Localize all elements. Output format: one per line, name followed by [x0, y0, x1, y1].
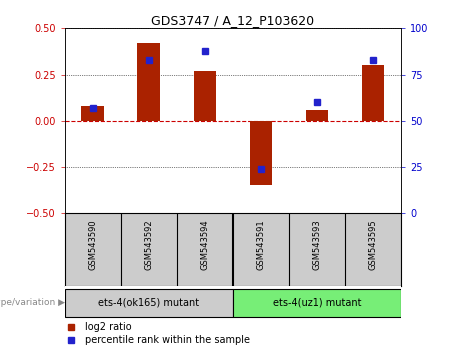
Title: GDS3747 / A_12_P103620: GDS3747 / A_12_P103620 [151, 14, 314, 27]
Text: log2 ratio: log2 ratio [85, 322, 131, 332]
Text: GSM543592: GSM543592 [144, 219, 153, 270]
Bar [362, 65, 384, 121]
Bar [233, 289, 401, 317]
Bar [82, 106, 104, 121]
Text: ets-4(uz1) mutant: ets-4(uz1) mutant [273, 297, 361, 308]
Bar [250, 121, 272, 185]
Bar [137, 43, 160, 121]
Bar [194, 71, 216, 121]
Text: GSM543590: GSM543590 [88, 219, 97, 270]
Text: GSM543594: GSM543594 [200, 219, 209, 270]
Bar [65, 289, 233, 317]
Text: percentile rank within the sample: percentile rank within the sample [85, 335, 250, 345]
Bar [306, 110, 328, 121]
Text: GSM543591: GSM543591 [256, 219, 266, 270]
Text: GSM543593: GSM543593 [313, 219, 321, 270]
Text: ets-4(ok165) mutant: ets-4(ok165) mutant [98, 297, 199, 308]
Text: genotype/variation ▶: genotype/variation ▶ [0, 298, 65, 307]
Text: GSM543595: GSM543595 [368, 219, 378, 270]
